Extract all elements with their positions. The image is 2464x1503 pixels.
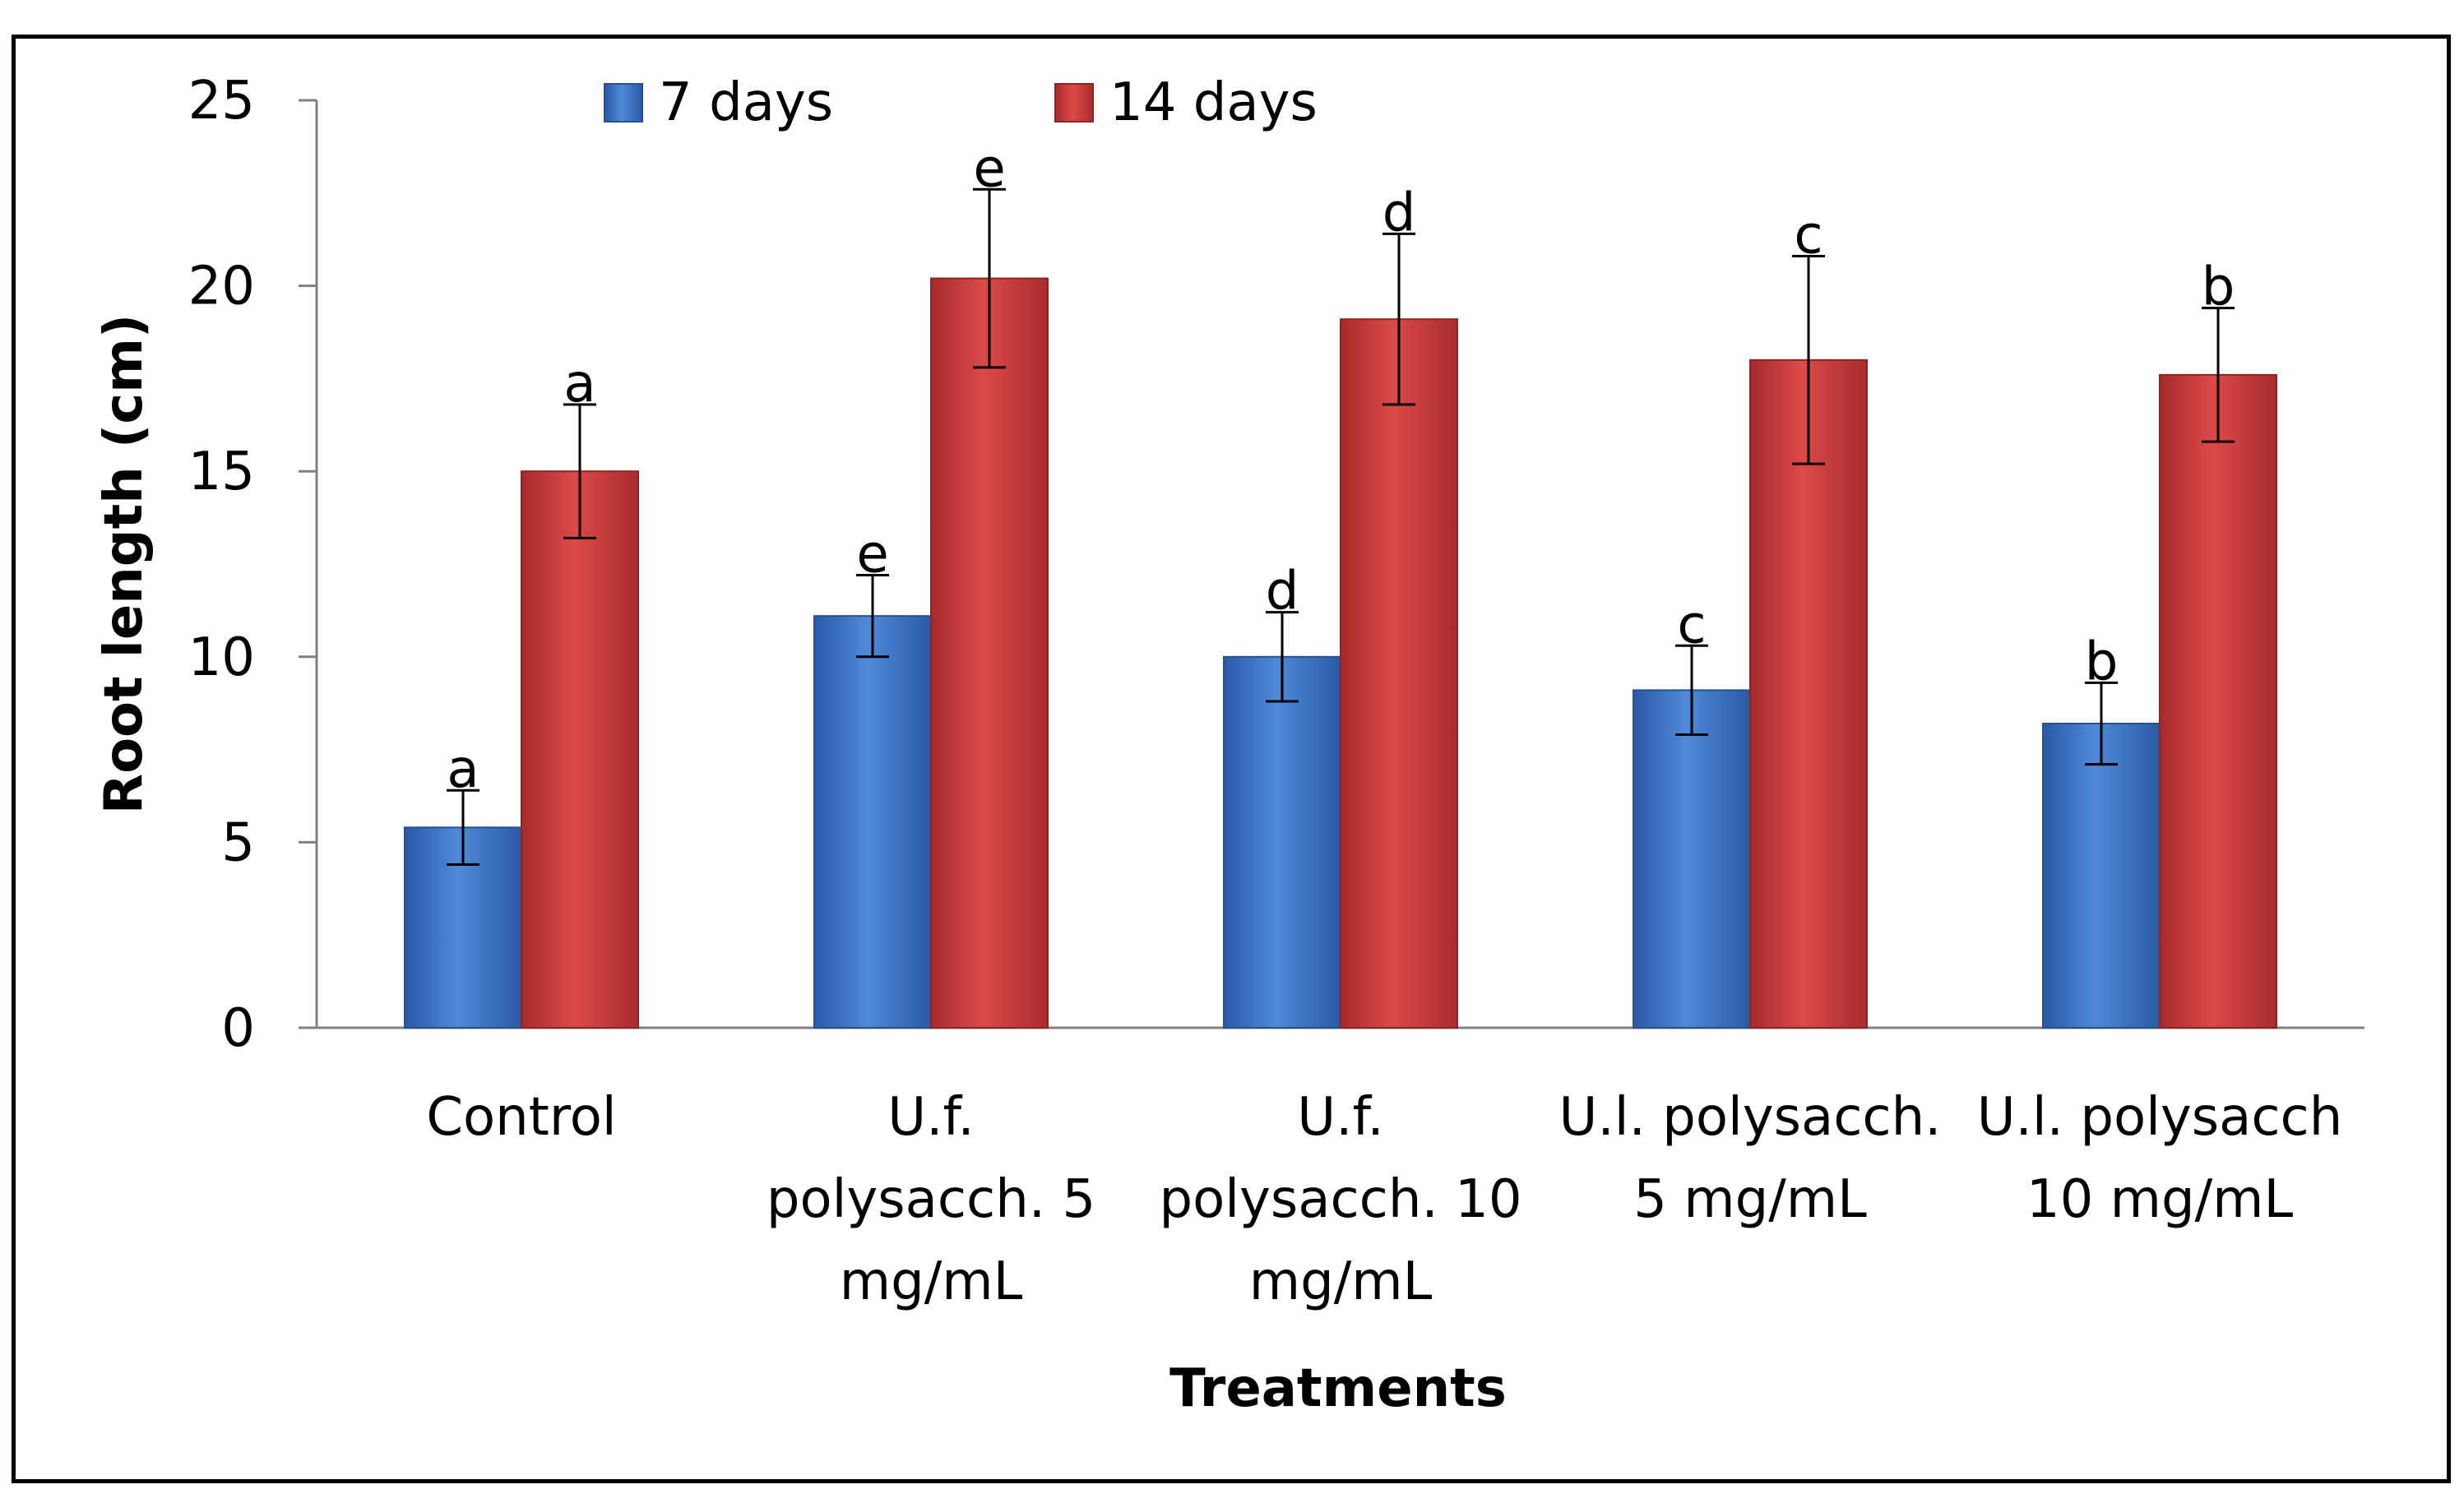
x-tick-label: Control xyxy=(426,1087,616,1148)
x-tick-label-line: mg/mL xyxy=(840,1251,1023,1312)
x-tick-label: U.l. polysacch. 5 mg/mL xyxy=(1559,1087,1942,1230)
significance-letter: e xyxy=(856,525,888,585)
bar-14-days xyxy=(930,277,1049,1029)
bar-7-days xyxy=(813,615,932,1029)
significance-letter: a xyxy=(447,739,479,800)
x-tick-label-line: U.l. polysacch xyxy=(1977,1087,2343,1148)
legend-swatch-7-days xyxy=(604,83,643,123)
x-tick-label-line: mg/mL xyxy=(1249,1251,1433,1312)
legend-swatch-14-days xyxy=(1054,83,1094,123)
significance-letter: e xyxy=(973,138,1005,199)
x-tick-label-line: U.f. xyxy=(1297,1087,1383,1148)
bar-7-days xyxy=(2042,723,2161,1029)
x-tick-label-line: 10 mg/mL xyxy=(2026,1169,2294,1230)
y-tick-label: 10 xyxy=(188,627,255,688)
x-tick-label-line: U.l. polysacch. xyxy=(1559,1087,1942,1148)
x-tick-label-line: U.f. xyxy=(887,1087,974,1148)
bar-7-days xyxy=(1223,655,1341,1029)
bars xyxy=(404,187,2277,1029)
x-axis-title: Treatments xyxy=(1169,1358,1507,1419)
x-tick-label: U.l. polysacch 10 mg/mL xyxy=(1977,1087,2343,1230)
y-tick-label: 20 xyxy=(188,257,255,317)
y-tick-label: 15 xyxy=(188,442,255,502)
significance-letter: b xyxy=(2085,631,2119,692)
x-tick-label-line: polysacch. 10 xyxy=(1159,1169,1521,1230)
labels: 0 5 10 15 20 25 Root length (cm) Treatments a a Co… xyxy=(94,71,2342,1419)
bar-7-days xyxy=(1633,689,1751,1029)
y-tick-label: 5 xyxy=(221,812,255,873)
significance-letter: d xyxy=(1383,183,1416,243)
x-tick-label-line: 5 mg/mL xyxy=(1633,1169,1867,1230)
legend-label: 7 days xyxy=(659,72,833,133)
bar-14-days xyxy=(521,470,639,1029)
x-tick-label-line: Control xyxy=(426,1087,616,1148)
significance-letter: a xyxy=(563,354,595,414)
bar-14-days xyxy=(1340,318,1458,1029)
y-tick-label: 25 xyxy=(188,71,255,132)
significance-letter: c xyxy=(1677,594,1706,655)
x-tick-label: U.f. polysacch. 5 mg/mL xyxy=(767,1087,1095,1312)
bar-14-days xyxy=(2159,373,2277,1029)
legend-label: 14 days xyxy=(1109,72,1318,133)
y-axis-title: Root length (cm) xyxy=(94,314,155,814)
bar-14-days xyxy=(1749,358,1868,1029)
significance-letter: d xyxy=(1266,562,1299,622)
x-tick-label: U.f. polysacch. 10 mg/mL xyxy=(1159,1087,1521,1312)
y-tick-label: 0 xyxy=(221,998,255,1059)
significance-letter: b xyxy=(2202,257,2235,318)
significance-letter: c xyxy=(1794,206,1823,266)
legend: 7 days 14 days xyxy=(604,72,1318,133)
x-tick-label-line: polysacch. 5 xyxy=(767,1169,1095,1230)
